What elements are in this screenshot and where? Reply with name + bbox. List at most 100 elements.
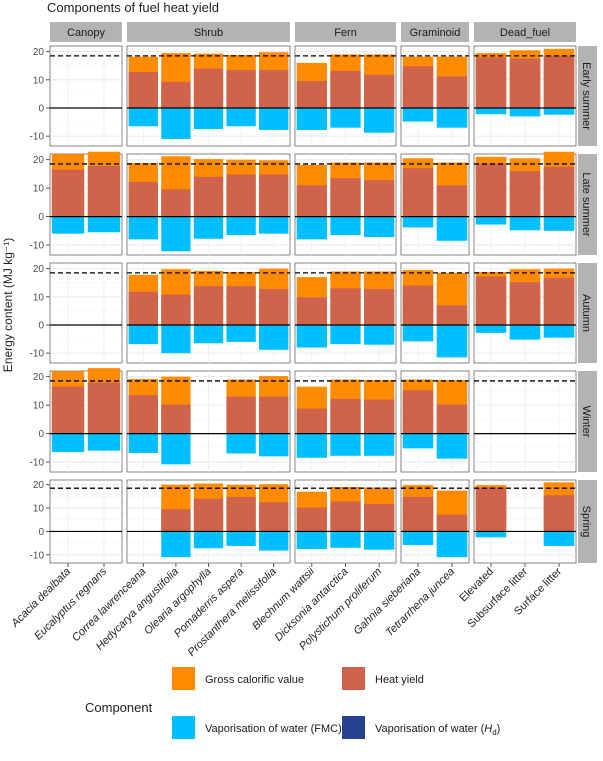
bar-vaporisation-fmc <box>87 216 121 233</box>
bar-vaporisation-fmc <box>402 216 434 228</box>
bar-vaporisation-fmc <box>226 433 256 454</box>
strip-season-label: Spring <box>580 506 592 538</box>
panel <box>294 370 397 473</box>
bar-vaporisation-fmc <box>259 433 289 457</box>
bar-vaporisation-fmc <box>364 107 395 133</box>
chart-title: Components of fuel heat yield <box>47 0 219 15</box>
strip-season <box>578 371 597 472</box>
bar-heat-yield <box>259 174 289 217</box>
bar-heat-yield <box>87 382 121 434</box>
legend-swatch-hd <box>342 716 365 739</box>
y-tick-label: -10 <box>30 458 45 469</box>
bar-vaporisation-fmc <box>193 324 224 344</box>
bar-vaporisation-fmc <box>296 216 327 240</box>
panel <box>126 153 291 256</box>
y-tick-label: -10 <box>30 241 45 252</box>
bar-vaporisation-fmc <box>330 433 361 456</box>
bar-heat-yield <box>296 185 327 217</box>
legend-label-hy: Heat yield <box>375 674 424 686</box>
bar-heat-yield <box>543 495 575 532</box>
bar-vaporisation-fmc <box>161 107 191 139</box>
panel <box>400 45 470 147</box>
bar-heat-yield <box>436 305 468 325</box>
panel <box>473 45 577 147</box>
bar-heat-yield <box>296 507 327 532</box>
bar-heat-yield <box>475 163 507 217</box>
bar-heat-yield <box>296 80 327 108</box>
facet-grid: Canopy Shrub Fern Graminoid Dead_fuel Early s… <box>30 22 597 567</box>
strip-season <box>578 154 597 255</box>
y-tick-label: 10 <box>33 184 45 195</box>
bar-heat-yield <box>509 171 541 217</box>
bar-vaporisation-fmc <box>226 324 256 342</box>
bar-heat-yield <box>193 176 224 217</box>
bar-heat-yield <box>193 498 224 532</box>
y-tick-label: 20 <box>33 155 45 166</box>
bar-heat-yield <box>193 68 224 108</box>
bar-heat-yield <box>161 294 191 325</box>
bar-vaporisation-fmc <box>296 531 327 549</box>
y-tick-label: -10 <box>30 550 45 561</box>
panel <box>400 479 470 567</box>
bar-vaporisation-fmc <box>193 531 224 549</box>
strip-season <box>578 263 597 363</box>
panel <box>473 262 577 364</box>
bar-heat-yield <box>296 408 327 434</box>
y-tick-label: 20 <box>33 264 45 275</box>
bar-heat-yield <box>330 288 361 325</box>
bar-vaporisation-fmc <box>543 531 575 546</box>
bar-heat-yield <box>364 180 395 217</box>
bar-heat-yield <box>259 502 289 532</box>
bar-heat-yield <box>543 277 575 325</box>
bar-vaporisation-fmc <box>161 531 191 558</box>
bar-heat-yield <box>161 509 191 532</box>
strip-season-label: Autumn <box>580 294 592 332</box>
bar-heat-yield <box>475 276 507 325</box>
bar-heat-yield <box>193 286 224 325</box>
panel <box>473 479 577 567</box>
bar-vaporisation-fmc <box>330 107 361 128</box>
panel-background <box>49 45 123 147</box>
bar-heat-yield <box>259 288 289 325</box>
bar-heat-yield <box>364 288 395 325</box>
bar-vaporisation-fmc <box>436 531 468 558</box>
bar-heat-yield <box>128 291 158 325</box>
bar-vaporisation-fmc <box>364 531 395 550</box>
strip-season-label: Early summer <box>580 62 592 130</box>
bar-heat-yield <box>161 189 191 217</box>
bar-heat-yield <box>475 487 507 532</box>
bar-vaporisation-fmc <box>475 531 507 538</box>
bar-vaporisation-fmc <box>51 216 85 234</box>
panel <box>49 262 123 364</box>
bar-vaporisation-fmc <box>543 216 575 231</box>
bar-vaporisation-fmc <box>436 216 468 241</box>
bar-heat-yield <box>436 185 468 217</box>
bar-heat-yield <box>436 514 468 532</box>
bar-vaporisation-fmc <box>475 324 507 333</box>
bar-heat-yield <box>259 69 289 108</box>
bar-vaporisation-fmc <box>296 107 327 130</box>
panel <box>126 370 291 473</box>
bar-heat-yield <box>364 74 395 108</box>
legend-title: Component <box>85 700 153 715</box>
panel-background <box>49 479 123 564</box>
panel <box>126 45 291 147</box>
bar-vaporisation-fmc <box>509 107 541 117</box>
y-tick-label: -10 <box>30 349 45 360</box>
x-tick-label: Subsurface litter <box>465 565 530 630</box>
panel <box>49 479 123 567</box>
bar-heat-yield <box>402 168 434 217</box>
bar-vaporisation-fmc <box>509 324 541 340</box>
bar-vaporisation-fmc <box>330 324 361 345</box>
bar-heat-yield <box>364 503 395 532</box>
bar-vaporisation-fmc <box>364 216 395 238</box>
panel <box>473 151 577 256</box>
bar-vaporisation-fmc <box>330 216 361 236</box>
bar-vaporisation-fmc <box>296 433 327 458</box>
bar-heat-yield <box>226 496 256 532</box>
bar-vaporisation-fmc <box>436 107 468 128</box>
panel <box>400 370 470 473</box>
bar-vaporisation-fmc <box>193 216 224 239</box>
strip-shrub <box>127 22 290 42</box>
bar-vaporisation-fmc <box>161 216 191 252</box>
